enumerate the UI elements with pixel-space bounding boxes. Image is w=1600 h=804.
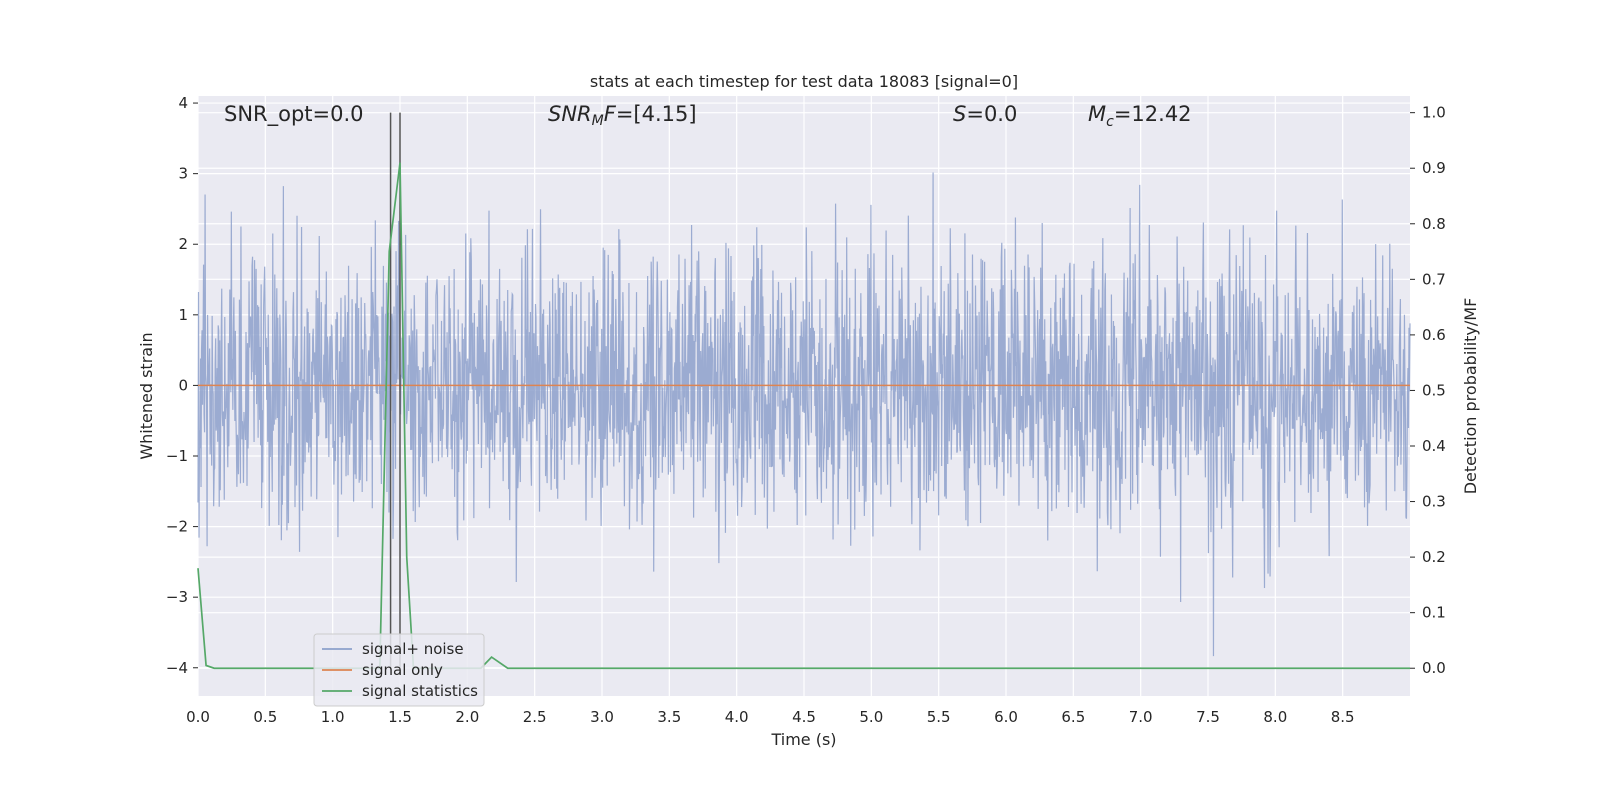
y-axis-ticks: 4 3 2 1 0 −1 −2 −3 −4: [166, 94, 198, 677]
x-tick-label: 3.5: [657, 708, 681, 726]
y-tick-label: −3: [166, 588, 188, 606]
legend-label-signal-only: signal only: [362, 661, 443, 679]
y2-tick-label: 0.0: [1422, 659, 1446, 677]
x-tick-label: 1.0: [321, 708, 345, 726]
annotation-s: S=0.0: [953, 102, 1017, 126]
x-tick-label: 1.5: [388, 708, 412, 726]
x-tick-label: 7.5: [1196, 708, 1220, 726]
y2-tick-label: 0.2: [1422, 548, 1446, 566]
legend-label-signal-statistics: signal statistics: [362, 682, 478, 700]
y-tick-label: 4: [178, 94, 188, 112]
y2-tick-label: 0.1: [1422, 604, 1446, 622]
y-tick-label: −4: [166, 659, 188, 677]
y2-axis-ticks: 1.0 0.9 0.8 0.7 0.6 0.5 0.4 0.3 0.2 0.1 0.0: [1410, 104, 1446, 677]
annotation-snr-mf-subscript: M: [592, 113, 604, 129]
y2-tick-label: 1.0: [1422, 104, 1446, 122]
y2-tick-label: 0.3: [1422, 493, 1446, 511]
legend: signal+ noise signal only signal statist…: [313, 633, 485, 707]
annotation-snr-mf-value: =[4.15]: [616, 102, 697, 126]
y2-tick-label: 0.8: [1422, 215, 1446, 233]
annotation-mc-value: =12.42: [1114, 102, 1192, 126]
annotation-s-value: =0.0: [966, 102, 1017, 126]
annotation-s-symbol: S: [953, 102, 966, 126]
y2-tick-label: 0.9: [1422, 159, 1446, 177]
annotation-mc-symbol: M: [1088, 102, 1106, 126]
y-tick-label: −1: [166, 447, 188, 465]
annotation-snr-mf: SNRMF=[4.15]: [548, 102, 697, 129]
y-tick-label: 1: [178, 306, 188, 324]
annotation-snr-mf-symbol: SNR: [548, 102, 592, 126]
legend-box: [313, 633, 485, 707]
y-tick-label: 2: [178, 235, 188, 253]
x-tick-label: 0.0: [186, 708, 210, 726]
x-tick-label: 8.0: [1263, 708, 1287, 726]
x-tick-label: 7.0: [1129, 708, 1153, 726]
x-tick-label: 2.0: [455, 708, 479, 726]
x-tick-label: 0.5: [253, 708, 277, 726]
y2-tick-label: 0.5: [1422, 381, 1446, 399]
y-tick-label: −2: [166, 518, 188, 536]
y-axis-label: Whitened strain: [137, 332, 156, 459]
x-tick-label: 4.5: [792, 708, 816, 726]
annotation-snr-opt: SNR_opt=0.0: [224, 102, 364, 127]
series-signal-statistics-line: [197, 162, 1410, 670]
x-tick-label: 8.5: [1331, 708, 1355, 726]
y-tick-label: 0: [178, 376, 188, 394]
chart-title: stats at each timestep for test data 180…: [590, 72, 1018, 91]
y2-tick-label: 0.6: [1422, 326, 1446, 344]
x-tick-label: 5.5: [927, 708, 951, 726]
x-axis-label: Time (s): [770, 730, 836, 749]
legend-label-signal-plus-noise: signal+ noise: [362, 640, 464, 658]
x-tick-label: 6.5: [1061, 708, 1085, 726]
x-tick-label: 2.5: [523, 708, 547, 726]
x-tick-label: 5.0: [859, 708, 883, 726]
y2-axis-label: Detection probability/MF: [1461, 298, 1480, 495]
y2-tick-label: 0.4: [1422, 437, 1446, 455]
y-tick-label: 3: [178, 165, 188, 183]
x-tick-label: 6.0: [994, 708, 1018, 726]
y2-tick-label: 0.7: [1422, 270, 1446, 288]
x-axis-ticks: 0.0 0.5 1.0 1.5 2.0 2.5 3.0 3.5 4.0 4.5 5.0 5.5 6.0 6…: [186, 708, 1355, 726]
annotation-mc: Mc=12.42: [1088, 102, 1192, 130]
x-tick-label: 4.0: [725, 708, 749, 726]
annotation-mc-subscript: c: [1106, 114, 1114, 130]
x-tick-label: 3.0: [590, 708, 614, 726]
annotation-snr-mf-symbol-rest: F: [604, 102, 617, 126]
